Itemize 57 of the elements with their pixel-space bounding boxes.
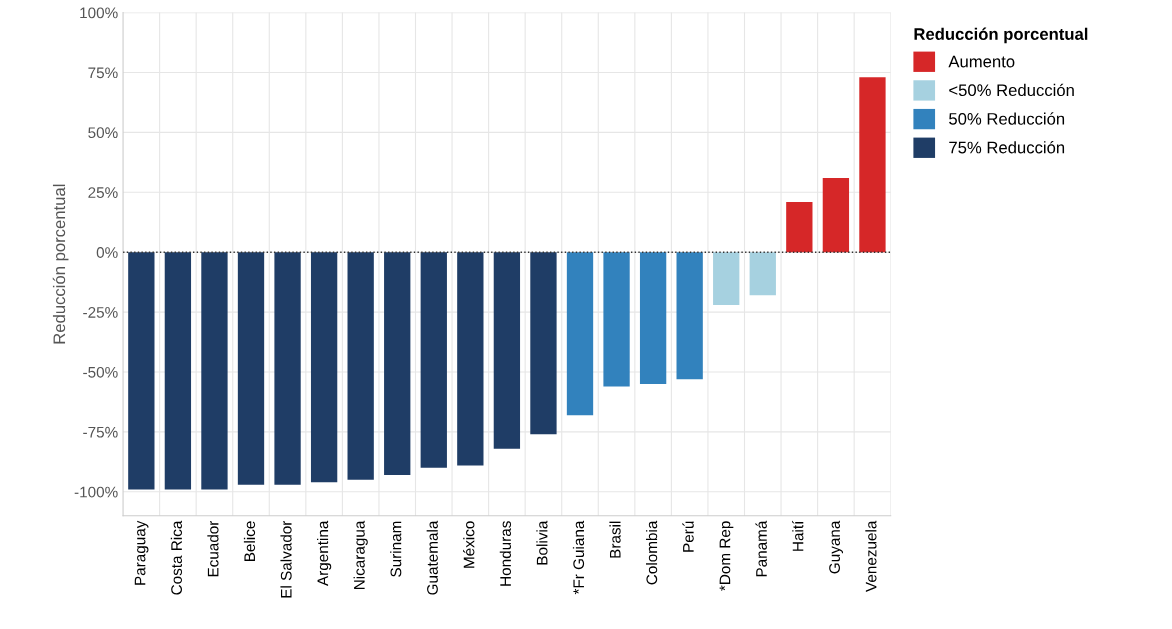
y-tick-label: 75%	[88, 67, 118, 79]
x-tick-label: Panamá	[755, 520, 767, 577]
bar	[274, 252, 301, 485]
y-tick-label: -25%	[83, 306, 118, 318]
bar	[859, 77, 886, 253]
x-tick-label: Perú	[682, 521, 694, 552]
x-tick-label: *Fr Guiana	[572, 520, 585, 595]
x-tick-label: Paraguay	[134, 520, 149, 585]
y-tick-label: -50%	[83, 366, 118, 378]
bar	[749, 252, 776, 296]
bar	[530, 252, 557, 435]
bar	[822, 177, 850, 253]
bar	[639, 252, 667, 384]
y-tick-label: 0%	[96, 247, 118, 258]
x-tick-label: Colombia	[645, 520, 658, 585]
x-tick-label: México	[463, 521, 475, 568]
x-tick-label: Belice	[243, 521, 256, 561]
legend-label: Aumento	[948, 55, 1015, 68]
bar	[786, 201, 813, 253]
y-axis-title: Reducción porcentual	[52, 184, 69, 344]
bar	[457, 252, 484, 466]
bar	[676, 252, 703, 380]
bar	[566, 252, 594, 416]
legend-label: 75% Reducción	[949, 140, 1065, 154]
y-tick-label: 50%	[88, 127, 118, 139]
x-tick-label: *Dom Rep	[719, 521, 734, 591]
legend-title: Reducción porcentual	[914, 27, 1088, 44]
y-tick-label: -100%	[74, 486, 118, 498]
y-tick-label: 100%	[80, 7, 118, 19]
x-tick-label: Venezuela	[865, 520, 877, 592]
bar	[347, 252, 374, 480]
x-tick-label: Surinam	[390, 521, 402, 577]
bar	[713, 252, 740, 305]
x-tick-label: Ecuador	[207, 520, 219, 577]
y-tick-label: -75%	[83, 426, 118, 438]
x-tick-label: Nicaragua	[353, 520, 368, 590]
x-tick-label: Haití	[792, 520, 804, 551]
bar	[384, 252, 411, 476]
bar	[164, 252, 192, 490]
x-tick-label: El Salvador	[280, 520, 292, 598]
x-tick-label: Brasil	[609, 521, 621, 558]
legend-label: 50% Reducción	[949, 112, 1065, 125]
x-tick-label: Honduras	[499, 521, 511, 586]
bar	[420, 252, 447, 468]
x-tick-label: Guatemala	[426, 520, 438, 595]
x-tick-label: Costa Rica	[170, 520, 182, 595]
bar	[603, 252, 630, 387]
bar	[310, 252, 338, 483]
bar	[201, 252, 228, 490]
legend-label: <50% Reducción	[949, 83, 1074, 97]
bar	[128, 252, 155, 490]
y-tick-label: 25%	[88, 187, 118, 198]
bar	[237, 252, 265, 485]
bar	[493, 252, 521, 449]
x-tick-label: Guyana	[829, 520, 844, 574]
x-tick-label: Bolivia	[536, 520, 548, 565]
x-tick-label: Argentina	[316, 520, 332, 587]
